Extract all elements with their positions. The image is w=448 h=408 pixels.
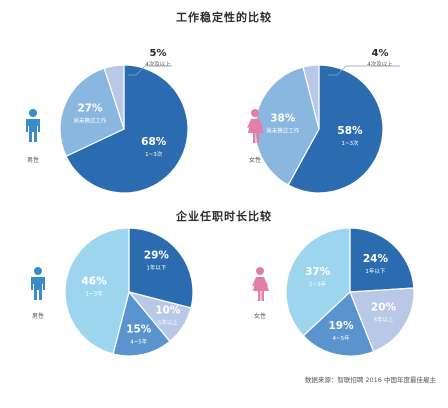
pie-chart-female-1: 58% 1~3次 38% 尚未换过工作 4%4次及以上	[254, 48, 400, 194]
leader-line	[328, 65, 400, 76]
pie-slice	[65, 64, 189, 194]
male-icon	[31, 267, 45, 300]
slice-category-label: 5年以上	[374, 315, 394, 323]
female-icon	[247, 109, 264, 143]
slice-category-label: 5年以上	[158, 319, 178, 327]
slice-category-label: 1~3年	[86, 290, 104, 298]
slice-percent-label: 10%	[155, 305, 181, 317]
tenure-section-title: 企业任职时长比较	[176, 210, 272, 223]
slice-percent-label: 19%	[328, 320, 354, 332]
slice-category-label: 4~5年	[130, 338, 148, 346]
slice-category-label: 1年以下	[365, 267, 385, 275]
male-icon	[26, 109, 40, 142]
slice-percent-label: 58%	[337, 125, 363, 137]
pie-slice	[285, 227, 351, 337]
source-note: 数据来源：智联招聘 2016 中国年度最佳雇主	[304, 376, 436, 384]
slice-percent-label: 38%	[270, 112, 296, 124]
pie-slice	[302, 64, 320, 130]
pie-slice	[59, 67, 125, 158]
slice-percent-label: 27%	[77, 102, 103, 114]
pie-slice	[302, 290, 375, 357]
pie-chart-male-0: 68% 1~3次 27% 尚未换过工作 5%4次及以上	[59, 48, 189, 194]
pie-slice	[287, 64, 384, 194]
slice-category-label: 1年以下	[146, 264, 166, 272]
slice-percent-label: 29%	[144, 250, 170, 262]
pie-slice	[128, 227, 194, 309]
slice-category-label: 4~5年	[333, 334, 351, 342]
pie-slice	[349, 227, 415, 293]
slice-category-label: 4次及以上	[145, 60, 171, 68]
slice-category-label: 尚未换过工作	[73, 116, 107, 124]
slice-category-label: 4次及以上	[367, 60, 393, 68]
gender-label: 男性	[27, 156, 39, 164]
slice-category-label: 1~3年	[309, 280, 327, 288]
slice-percent-label: 15%	[126, 324, 152, 336]
pie-slice	[349, 287, 415, 353]
leader-line	[128, 65, 172, 76]
slice-category-label: 1~3次	[145, 150, 163, 158]
pie-chart-female-3: 24% 1年以下 20% 5年以上 19% 4~5年 37% 1~3年	[285, 227, 415, 357]
slice-percent-label: 24%	[363, 253, 389, 265]
pie-chart-male-2: 29% 1年以下 10% 5年以上 15% 4~5年 46% 1~3年	[64, 227, 194, 357]
gender-label: 女性	[254, 312, 266, 320]
slice-percent-label: 68%	[141, 136, 167, 148]
stability-section-title: 工作稳定性的比较	[176, 11, 272, 24]
slice-percent-label: 5%	[150, 48, 167, 59]
slice-category-label: 尚未换过工作	[266, 126, 300, 134]
slice-percent-label: 4%	[372, 48, 389, 59]
pie-slice	[64, 227, 130, 355]
female-icon	[252, 267, 269, 301]
gender-label: 男性	[32, 312, 44, 320]
slice-percent-label: 46%	[82, 276, 108, 288]
slice-percent-label: 20%	[371, 301, 397, 313]
slice-category-label: 1~3次	[341, 139, 359, 147]
pie-slice	[103, 64, 125, 130]
slice-percent-label: 37%	[305, 266, 331, 278]
gender-label: 女性	[249, 156, 261, 164]
pie-slice	[112, 290, 171, 357]
